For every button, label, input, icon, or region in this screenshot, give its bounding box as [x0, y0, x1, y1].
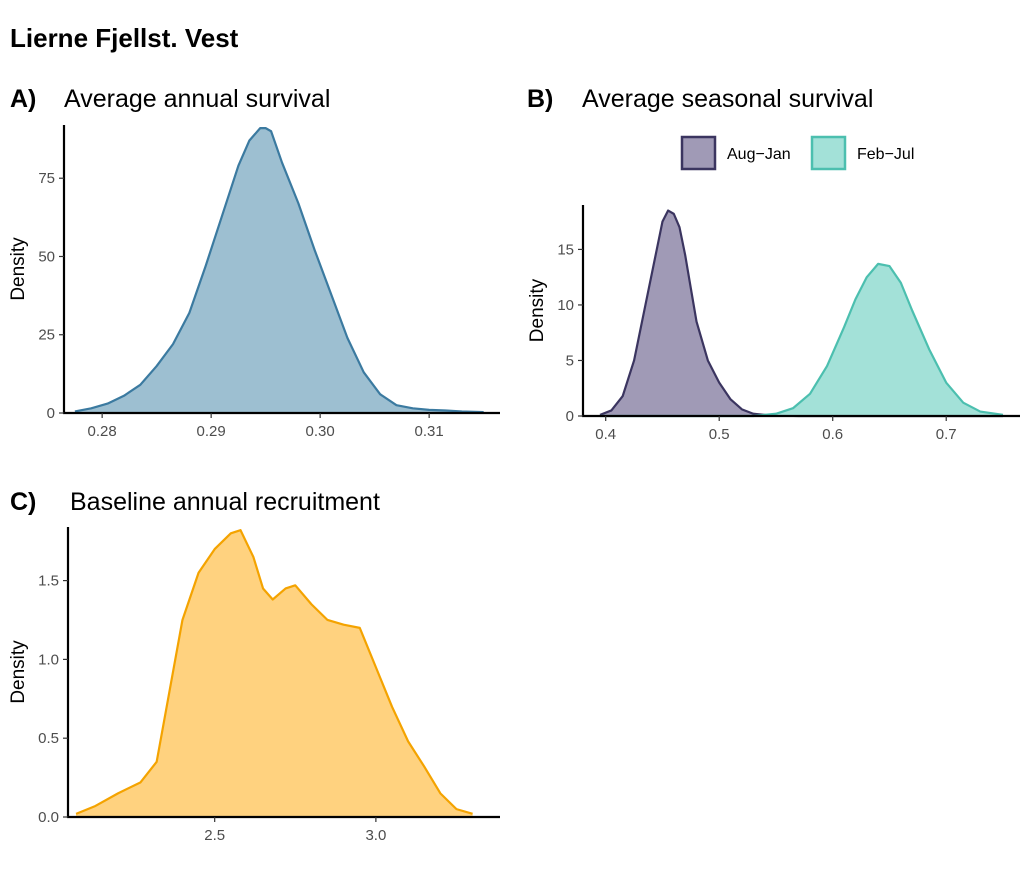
x-tick-label: 0.30 — [306, 423, 335, 440]
x-tick-label: 0.28 — [88, 423, 117, 440]
panel-tag: B) — [527, 85, 553, 113]
y-tick-label: 5 — [566, 352, 574, 369]
panel-title: Baseline annual recruitment — [70, 488, 380, 516]
y-tick-label: 0.0 — [38, 809, 59, 826]
y-tick-label: 0.5 — [38, 730, 59, 747]
y-tick-label: 25 — [38, 327, 55, 344]
y-tick-label: 0 — [566, 408, 574, 425]
x-tick-label: 0.7 — [936, 426, 957, 443]
y-axis-title: Density — [8, 237, 29, 301]
y-axis-title: Density — [527, 278, 548, 342]
x-tick-label: 0.4 — [595, 426, 616, 443]
panel-tag: A) — [10, 85, 36, 113]
legend-label: Aug−Jan — [727, 146, 791, 163]
x-tick-label: 0.6 — [822, 426, 843, 443]
legend-label: Feb−Jul — [857, 146, 914, 163]
density-area-1 — [76, 530, 473, 817]
x-tick-label: 3.0 — [365, 827, 386, 844]
y-tick-label: 10 — [557, 297, 574, 314]
density-area-1 — [600, 210, 1003, 416]
panel-title: Average seasonal survival — [582, 85, 873, 113]
legend: Aug−Jan Feb−Jul — [680, 135, 914, 171]
y-tick-label: 0 — [47, 405, 55, 422]
legend-swatch — [810, 135, 847, 171]
legend-swatch — [680, 135, 717, 171]
panel-tag: C) — [10, 488, 36, 516]
panel-1: A) Average annual survival 0.28 0.29 0.30 0.3… — [8, 85, 500, 440]
x-tick-label: 2.5 — [204, 827, 225, 844]
y-tick-label: 15 — [557, 241, 574, 258]
page-title: Lierne Fjellst. Vest — [10, 23, 239, 53]
x-tick-label: 0.29 — [197, 423, 226, 440]
y-axis-title: Density — [8, 640, 29, 704]
density-line-1 — [74, 127, 484, 414]
density-area-1 — [74, 128, 484, 413]
y-tick-label: 1.0 — [38, 651, 59, 668]
density-line-1 — [75, 529, 473, 815]
density-line-2 — [600, 262, 1004, 418]
x-tick-label: 0.31 — [415, 423, 444, 440]
density-line-1 — [599, 209, 1003, 418]
y-tick-label: 1.5 — [38, 573, 59, 590]
x-tick-label: 0.5 — [709, 426, 730, 443]
density-area-2 — [600, 263, 1003, 416]
panel-2: B) Average seasonal survival 0.4 0.5 0.6 0.7 0… — [527, 85, 1020, 443]
y-tick-label: 50 — [38, 248, 55, 265]
panel-title: Average annual survival — [64, 85, 330, 113]
y-tick-label: 75 — [38, 170, 55, 187]
panels: A) Average annual survival 0.28 0.29 0.30 0.3… — [8, 85, 1020, 844]
panel-3: C) Baseline annual recruitment 2.5 3.0 0.0 0.… — [8, 488, 500, 844]
